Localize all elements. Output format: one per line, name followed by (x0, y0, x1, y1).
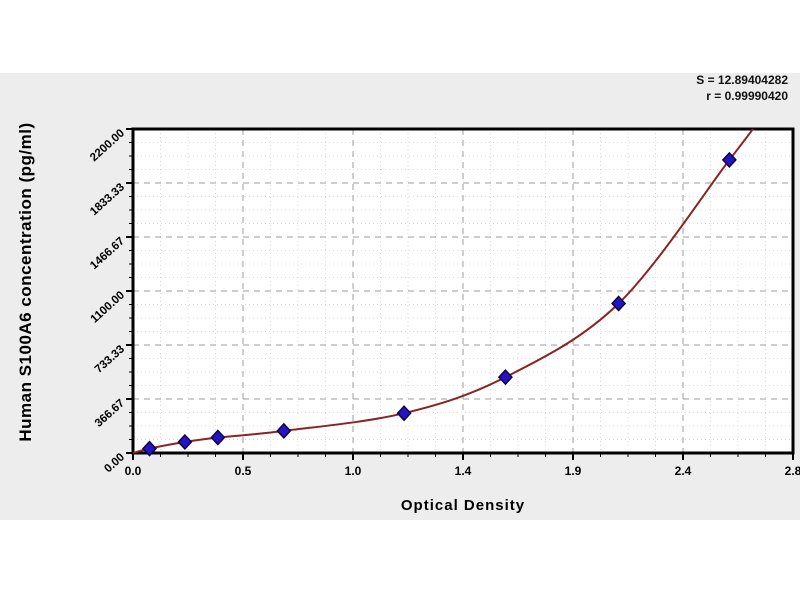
data-point-marker (721, 151, 737, 169)
x-tick-label: 1.9 (565, 464, 582, 478)
data-point-marker (141, 440, 158, 457)
fit-stat-s: S = 12.89404282 (696, 73, 788, 87)
y-tick-label: 366.67 (93, 397, 127, 429)
x-tick-label: 1.0 (345, 464, 362, 478)
x-tick-label: 0.5 (235, 464, 252, 478)
y-tick-label: 2200.00 (88, 127, 127, 164)
x-axis-title: Optical Density (400, 497, 526, 514)
y-tick-label: 0.00 (102, 451, 127, 475)
data-point-marker (177, 433, 193, 451)
y-tick-labels: 0.00 366.67 733.33 1100.00 1466.67 1833.33 220… (88, 127, 127, 475)
y-tick-label: 1466.67 (88, 235, 127, 272)
y-tick-label: 1833.33 (88, 181, 127, 218)
y-tick-label: 1100.00 (89, 289, 127, 325)
data-point-marker (210, 429, 226, 446)
x-tick-label: 2.8 (785, 464, 800, 478)
data-point-marker (497, 369, 513, 386)
fit-statistics: S = 12.89404282 r = 0.99990420 (696, 72, 788, 104)
x-tick-labels: 0.0 0.5 1.0 1.4 1.9 2.4 2.8 (125, 464, 800, 478)
x-tick-label: 0.0 (125, 464, 142, 478)
y-tick-label: 733.33 (93, 343, 127, 375)
data-points (141, 151, 737, 457)
major-grid (133, 129, 793, 453)
plot-frame (131, 127, 795, 455)
data-point-marker (276, 422, 292, 440)
data-point-marker (611, 295, 627, 312)
x-tick-label: 2.4 (675, 464, 692, 478)
fit-stat-r: r = 0.99990420 (706, 89, 788, 103)
x-tick-label: 1.4 (455, 464, 472, 478)
data-point-marker (396, 405, 412, 422)
